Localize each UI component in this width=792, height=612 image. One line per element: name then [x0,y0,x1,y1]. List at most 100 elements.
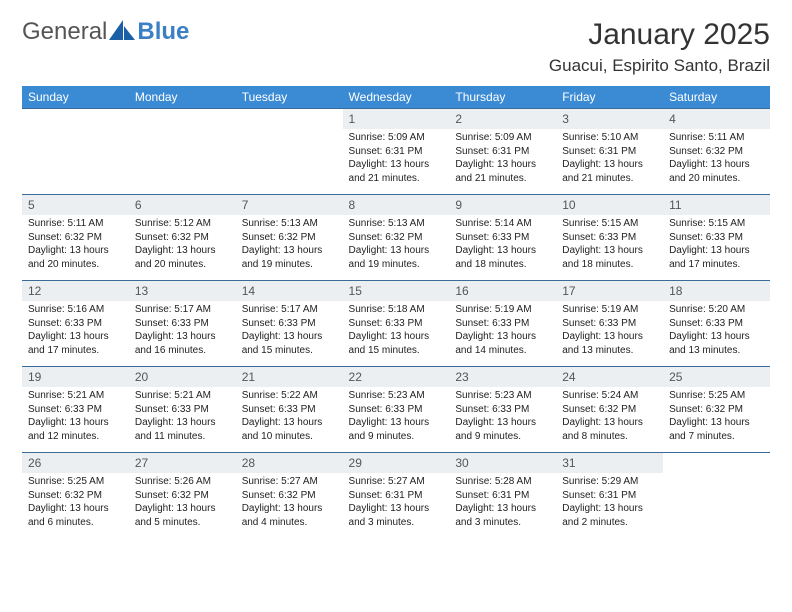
daylight-line: Daylight: 13 hours and 13 minutes. [669,331,750,356]
day-details: Sunrise: 5:18 AMSunset: 6:33 PMDaylight:… [343,301,450,361]
day-number: 16 [449,281,556,301]
calendar-day-cell: 4Sunrise: 5:11 AMSunset: 6:32 PMDaylight… [663,109,770,195]
sunrise-line: Sunrise: 5:13 AM [242,218,318,229]
sunrise-line: Sunrise: 5:09 AM [455,132,531,143]
calendar-day-cell: 26Sunrise: 5:25 AMSunset: 6:32 PMDayligh… [22,453,129,539]
day-number: 9 [449,195,556,215]
calendar-week-row: 12Sunrise: 5:16 AMSunset: 6:33 PMDayligh… [22,281,770,367]
sunset-line: Sunset: 6:32 PM [669,146,743,157]
day-number: 14 [236,281,343,301]
weekday-header: Friday [556,86,663,109]
daylight-line: Daylight: 13 hours and 18 minutes. [562,245,643,270]
sunrise-line: Sunrise: 5:27 AM [349,476,425,487]
sunrise-line: Sunrise: 5:15 AM [669,218,745,229]
sunset-line: Sunset: 6:33 PM [455,404,529,415]
daylight-line: Daylight: 13 hours and 12 minutes. [28,417,109,442]
sunrise-line: Sunrise: 5:18 AM [349,304,425,315]
sunrise-line: Sunrise: 5:29 AM [562,476,638,487]
logo-sail-icon [109,20,135,45]
day-number: 26 [22,453,129,473]
calendar-day-cell: 15Sunrise: 5:18 AMSunset: 6:33 PMDayligh… [343,281,450,367]
day-details: Sunrise: 5:22 AMSunset: 6:33 PMDaylight:… [236,387,343,447]
sunrise-line: Sunrise: 5:15 AM [562,218,638,229]
calendar-day-cell: 12Sunrise: 5:16 AMSunset: 6:33 PMDayligh… [22,281,129,367]
header: General Blue January 2025 Guacui, Espiri… [22,18,770,76]
daylight-line: Daylight: 13 hours and 19 minutes. [242,245,323,270]
calendar-day-cell: 28Sunrise: 5:27 AMSunset: 6:32 PMDayligh… [236,453,343,539]
logo-text-general: General [22,18,107,46]
calendar-day-cell: 6Sunrise: 5:12 AMSunset: 6:32 PMDaylight… [129,195,236,281]
daylight-line: Daylight: 13 hours and 17 minutes. [669,245,750,270]
sunrise-line: Sunrise: 5:21 AM [28,390,104,401]
sunrise-line: Sunrise: 5:19 AM [455,304,531,315]
sunset-line: Sunset: 6:31 PM [455,490,529,501]
day-number: 23 [449,367,556,387]
sunset-line: Sunset: 6:32 PM [669,404,743,415]
daylight-line: Daylight: 13 hours and 15 minutes. [242,331,323,356]
day-details: Sunrise: 5:14 AMSunset: 6:33 PMDaylight:… [449,215,556,275]
day-details: Sunrise: 5:24 AM Sunset: 6:32 PM Daylight:… [556,387,663,447]
daylight-line: Daylight: 13 hours and 7 minutes. [669,417,750,442]
sunset-line: Sunset: 6:31 PM [562,146,636,157]
daylight-line: Daylight: 13 hours and 17 minutes. [28,331,109,356]
sunrise-line: Sunrise: 5:28 AM [455,476,531,487]
calendar-day-cell: 20Sunrise: 5:21 AMSunset: 6:33 PMDayligh… [129,367,236,453]
day-number: 20 [129,367,236,387]
day-details: Sunrise: 5:29 AMSunset: 6:31 PMDaylight:… [556,473,663,533]
daylight-line: Daylight: 13 hours and 20 minutes. [135,245,216,270]
day-number: 24 [556,367,663,387]
sunrise-line: Sunrise: 5:26 AM [135,476,211,487]
title-block: January 2025 Guacui, Espirito Santo, Bra… [549,18,770,76]
day-details: Sunrise: 5:17 AMSunset: 6:33 PMDaylight:… [129,301,236,361]
day-number: 5 [22,195,129,215]
calendar-day-cell: 2Sunrise: 5:09 AMSunset: 6:31 PMDaylight… [449,109,556,195]
sunrise-line: Sunrise: 5:24 AM [562,390,638,401]
day-details: Sunrise: 5:12 AMSunset: 6:32 PMDaylight:… [129,215,236,275]
calendar-day-cell: 22Sunrise: 5:23 AMSunset: 6:33 PMDayligh… [343,367,450,453]
calendar-week-row: 5Sunrise: 5:11 AMSunset: 6:32 PMDaylight… [22,195,770,281]
calendar-table: SundayMondayTuesdayWednesdayThursdayFrid… [22,86,770,539]
daylight-line: Daylight: 13 hours and 18 minutes. [455,245,536,270]
sunset-line: Sunset: 6:33 PM [562,318,636,329]
day-number: 10 [556,195,663,215]
sunrise-line: Sunrise: 5:25 AM [669,390,745,401]
calendar-week-row: 19Sunrise: 5:21 AMSunset: 6:33 PMDayligh… [22,367,770,453]
day-details: Sunrise: 5:15 AMSunset: 6:33 PMDaylight:… [556,215,663,275]
calendar-day-cell: 16Sunrise: 5:19 AMSunset: 6:33 PMDayligh… [449,281,556,367]
daylight-line: Daylight: 13 hours and 11 minutes. [135,417,216,442]
calendar-day-cell: 17Sunrise: 5:19 AMSunset: 6:33 PMDayligh… [556,281,663,367]
day-details: Sunrise: 5:23 AMSunset: 6:33 PMDaylight:… [343,387,450,447]
day-details: Sunrise: 5:19 AMSunset: 6:33 PMDaylight:… [449,301,556,361]
day-number: 1 [343,109,450,129]
day-number: 22 [343,367,450,387]
day-details: Sunrise: 5:25 AMSunset: 6:32 PMDaylight:… [22,473,129,533]
sunset-line: Sunset: 6:32 PM [242,490,316,501]
weekday-header: Tuesday [236,86,343,109]
daylight-line: Daylight: 13 hours and 21 minutes. [562,159,643,184]
weekday-header: Sunday [22,86,129,109]
day-number: 18 [663,281,770,301]
daylight-line: Daylight: 13 hours and 19 minutes. [349,245,430,270]
sunset-line: Sunset: 6:31 PM [349,146,423,157]
calendar-day-cell: 11Sunrise: 5:15 AMSunset: 6:33 PMDayligh… [663,195,770,281]
calendar-week-row: ......1Sunrise: 5:09 AMSunset: 6:31 PMDa… [22,109,770,195]
day-number: 4 [663,109,770,129]
daylight-line: Daylight: 13 hours and 9 minutes. [455,417,536,442]
day-details: Sunrise: 5:11 AMSunset: 6:32 PMDaylight:… [663,129,770,189]
calendar-day-cell: 3Sunrise: 5:10 AMSunset: 6:31 PMDaylight… [556,109,663,195]
sunset-line: Sunset: 6:33 PM [28,318,102,329]
daylight-line: Daylight: 13 hours and 8 minutes. [562,417,643,442]
daylight-line: Daylight: 13 hours and 10 minutes. [242,417,323,442]
sunrise-line: Sunrise: 5:12 AM [135,218,211,229]
sunrise-line: Sunrise: 5:22 AM [242,390,318,401]
sunset-line: Sunset: 6:32 PM [562,404,636,415]
sunrise-line: Sunrise: 5:17 AM [242,304,318,315]
day-details: Sunrise: 5:09 AMSunset: 6:31 PMDaylight:… [449,129,556,189]
day-details: Sunrise: 5:21 AMSunset: 6:33 PMDaylight:… [129,387,236,447]
daylight-line: Daylight: 13 hours and 14 minutes. [455,331,536,356]
sunset-line: Sunset: 6:33 PM [242,318,316,329]
sunset-line: Sunset: 6:33 PM [349,318,423,329]
calendar-day-cell: 18Sunrise: 5:20 AMSunset: 6:33 PMDayligh… [663,281,770,367]
sunrise-line: Sunrise: 5:20 AM [669,304,745,315]
calendar-day-cell: 31Sunrise: 5:29 AMSunset: 6:31 PMDayligh… [556,453,663,539]
